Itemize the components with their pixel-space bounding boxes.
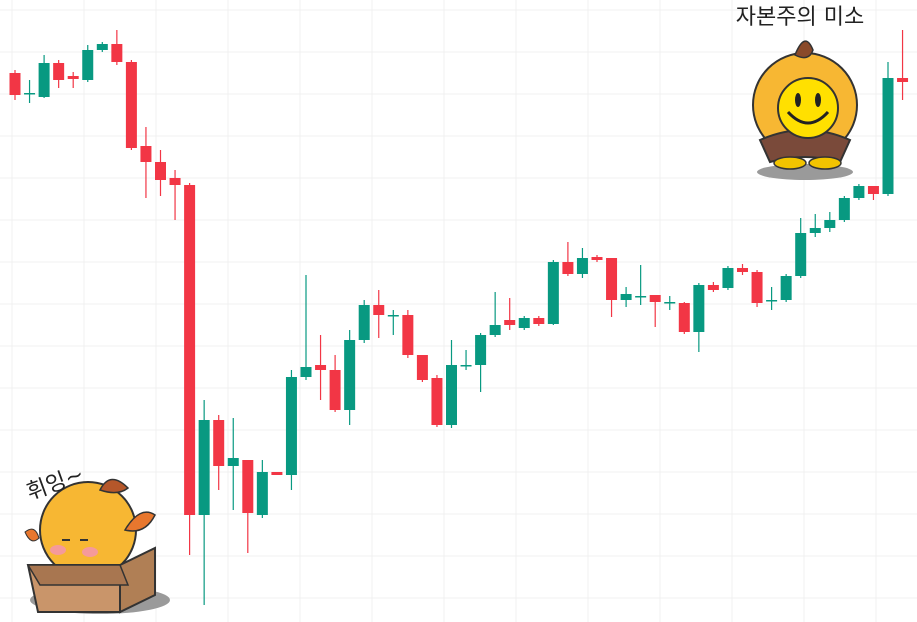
smiling-chestnut: 자본주의 미소 xyxy=(736,5,864,180)
candle-body xyxy=(664,302,676,304)
candle-body xyxy=(824,220,836,228)
candle-body xyxy=(678,303,690,332)
candle-body xyxy=(198,420,210,515)
candle-body xyxy=(125,62,137,148)
candle-body xyxy=(9,73,21,95)
candle-body xyxy=(591,257,603,260)
candle-body xyxy=(416,355,428,380)
candle-body xyxy=(460,365,472,367)
candle-body xyxy=(693,285,705,332)
candle-body xyxy=(213,420,225,466)
candle-body xyxy=(67,76,79,79)
candle-body xyxy=(431,378,443,425)
candles xyxy=(9,30,909,605)
candle-body xyxy=(620,294,632,300)
candle-body xyxy=(897,78,909,82)
candle-body xyxy=(518,318,530,328)
candle-body xyxy=(285,377,297,475)
candle-body xyxy=(96,44,108,50)
candle-body xyxy=(358,305,370,340)
candle-body xyxy=(489,325,501,335)
candle-body xyxy=(475,335,487,365)
candle-body xyxy=(635,296,647,298)
candle-body xyxy=(576,258,588,274)
candle-body xyxy=(606,258,618,300)
candle-body xyxy=(751,272,763,303)
candle-body xyxy=(24,93,36,95)
candle-body xyxy=(344,340,356,410)
candle-body xyxy=(867,186,879,194)
candle-body xyxy=(446,365,457,425)
candle-body xyxy=(533,318,545,324)
box-creature: 휘잉~ xyxy=(24,462,170,614)
candle-body xyxy=(227,458,239,466)
candle-body xyxy=(271,472,283,475)
candle-body xyxy=(300,367,312,377)
candle-body xyxy=(82,50,94,80)
candle-body xyxy=(722,268,734,288)
candle-body xyxy=(140,146,152,162)
candle-body xyxy=(184,185,196,515)
candle-body xyxy=(242,460,254,513)
candle-body xyxy=(882,78,894,194)
candle-body xyxy=(329,370,341,410)
candle-body xyxy=(169,178,181,185)
candle-body xyxy=(838,198,850,220)
candle-body xyxy=(707,285,719,290)
candle-body xyxy=(155,162,166,180)
candle-body xyxy=(387,315,399,317)
candle-body xyxy=(315,365,327,370)
candle-body xyxy=(809,228,821,233)
candle-body xyxy=(766,300,778,302)
candle-body xyxy=(53,63,65,80)
candle-body xyxy=(256,472,268,515)
candle-body xyxy=(649,295,661,302)
candle-body xyxy=(504,320,516,325)
candle-body xyxy=(795,233,807,276)
smile-text: 자본주의 미소 xyxy=(736,5,864,30)
candle-body xyxy=(111,44,123,62)
candle-body xyxy=(402,315,414,355)
candle-body xyxy=(562,262,574,274)
candle-body xyxy=(38,63,50,97)
candle-body xyxy=(547,262,559,324)
candle-body xyxy=(853,186,865,198)
candle-body xyxy=(780,276,792,300)
candle-body xyxy=(373,305,385,315)
candle-body xyxy=(737,268,748,272)
